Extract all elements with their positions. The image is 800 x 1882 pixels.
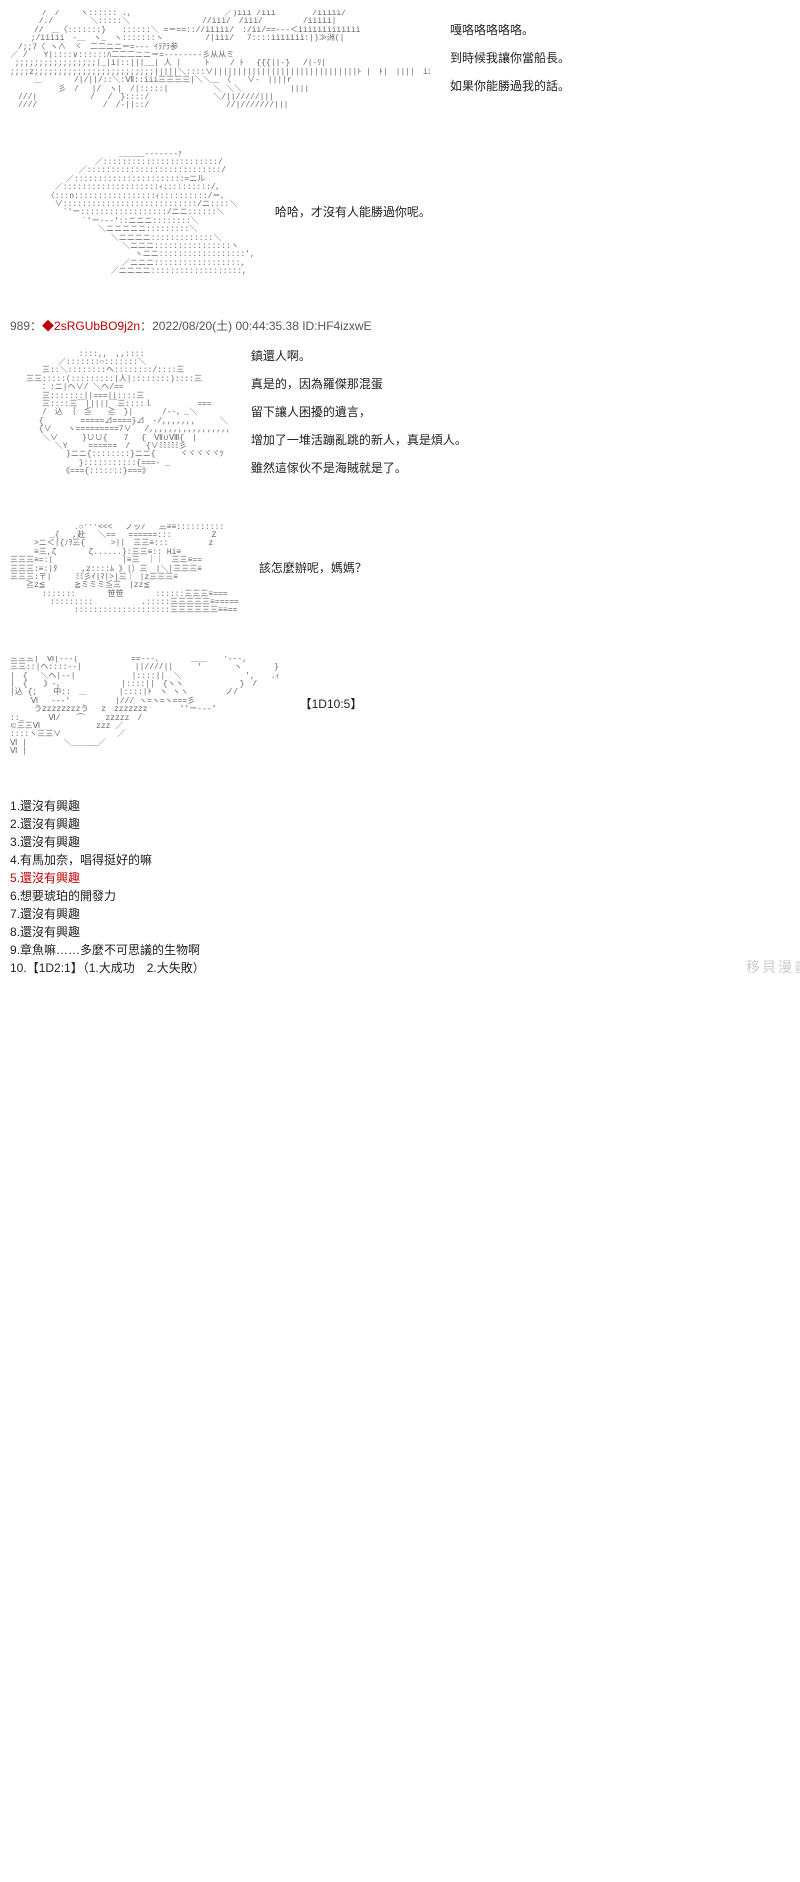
option-10: 10.【1D2:1】（1.大成功 2.大失敗） — [10, 959, 800, 977]
option-6: 6.想要琥珀的開發力 — [10, 887, 800, 905]
ascii-art-4: .○'''<<< ノッ/ 三≡≡:::::::::: _{ ,赴 ＼== ===… — [10, 524, 239, 616]
watermark: 移貝漫畫 — [746, 957, 800, 977]
dialogue-line: 哈哈，才沒有人能勝過你呢。 — [275, 200, 431, 224]
option-8: 8.還沒有興趣 — [10, 923, 800, 941]
ascii-art-1: / / ヽ::::::`., ／)iii /iii /iiiii/ /./ ＼:… — [10, 10, 430, 111]
dialogue-1: 嘎咯咯咯咯咯。 到時候我讓你當船長。 如果你能勝過我的話。 — [450, 18, 570, 102]
dialogue-3: 鎮還人啊。 真是的，因為羅傑那混蛋 留下讓人困擾的遺言， 增加了一堆活蹦亂跳的新… — [251, 344, 467, 484]
dialogue-line: 到時候我讓你當船長。 — [450, 46, 570, 70]
dialogue-line: 真是的，因為羅傑那混蛋 — [251, 372, 467, 396]
dialogue-line: 留下讓人困擾的遺言， — [251, 400, 467, 424]
panel-2: ＿＿__-------ｧ ／::::::::::::::::::::::::/ … — [10, 151, 800, 277]
ascii-art-2: ＿＿__-------ｧ ／::::::::::::::::::::::::/ … — [10, 151, 255, 277]
option-1: 1.還沒有興趣 — [10, 797, 800, 815]
post-timestamp: ：2022/08/20(土) 00:44:35.38 ID:HF4izxwE — [140, 319, 371, 333]
post-header: 989：◆2sRGUbBO9j2n：2022/08/20(土) 00:44:35… — [10, 317, 800, 334]
panel-3: ::::,, ,,:::: ／:::::::○:::::::＼ 三::＼::::… — [10, 344, 800, 484]
panel-4: .○'''<<< ノッ/ 三≡≡:::::::::: _{ ,赴 ＼== ===… — [10, 524, 800, 616]
ascii-art-3: ::::,, ,,:::: ／:::::::○:::::::＼ 三::＼::::… — [10, 351, 231, 477]
option-2: 2.還沒有興趣 — [10, 815, 800, 833]
dialogue-2: 哈哈，才沒有人能勝過你呢。 — [275, 200, 431, 228]
panel-1: / / ヽ::::::`., ／)iii /iii /iiiii/ /./ ＼:… — [10, 10, 800, 111]
dialogue-line: 雖然這傢伙不是海賊就是了。 — [251, 456, 467, 480]
dialogue-line: 增加了一堆活蹦亂跳的新人，真是煩人。 — [251, 428, 467, 452]
post-trip: ◆2sRGUbBO9j2n — [42, 319, 140, 333]
options-list: 1.還沒有興趣 2.還沒有興趣 3.還沒有興趣 4.有馬加奈，唱得挺好的嘛 5.… — [10, 797, 800, 977]
ascii-art-5: 三三三| Ⅵ|---| ==---、 ＿＿ '---, 三三::|ヘ::::--… — [10, 656, 280, 757]
dialogue-line: 鎮還人啊。 — [251, 344, 467, 368]
panel-5: 三三三| Ⅵ|---| ==---、 ＿＿ '---, 三三::|ヘ::::--… — [10, 656, 800, 757]
option-7: 7.還沒有興趣 — [10, 905, 800, 923]
dialogue-line: 【1D10:5】 — [300, 692, 363, 716]
dialogue-line: 嘎咯咯咯咯咯。 — [450, 18, 570, 42]
dialogue-4: 該怎麼辦呢，媽媽？ — [259, 556, 367, 584]
dialogue-5: 【1D10:5】 — [300, 692, 363, 720]
option-5-selected: 5.還沒有興趣 — [10, 869, 800, 887]
post-number: 989 — [10, 319, 30, 333]
option-9: 9.章魚嘛……多麼不可思議的生物啊 — [10, 941, 800, 959]
option-3: 3.還沒有興趣 — [10, 833, 800, 851]
dialogue-line: 該怎麼辦呢，媽媽？ — [259, 556, 367, 580]
dialogue-line: 如果你能勝過我的話。 — [450, 74, 570, 98]
option-4: 4.有馬加奈，唱得挺好的嘛 — [10, 851, 800, 869]
